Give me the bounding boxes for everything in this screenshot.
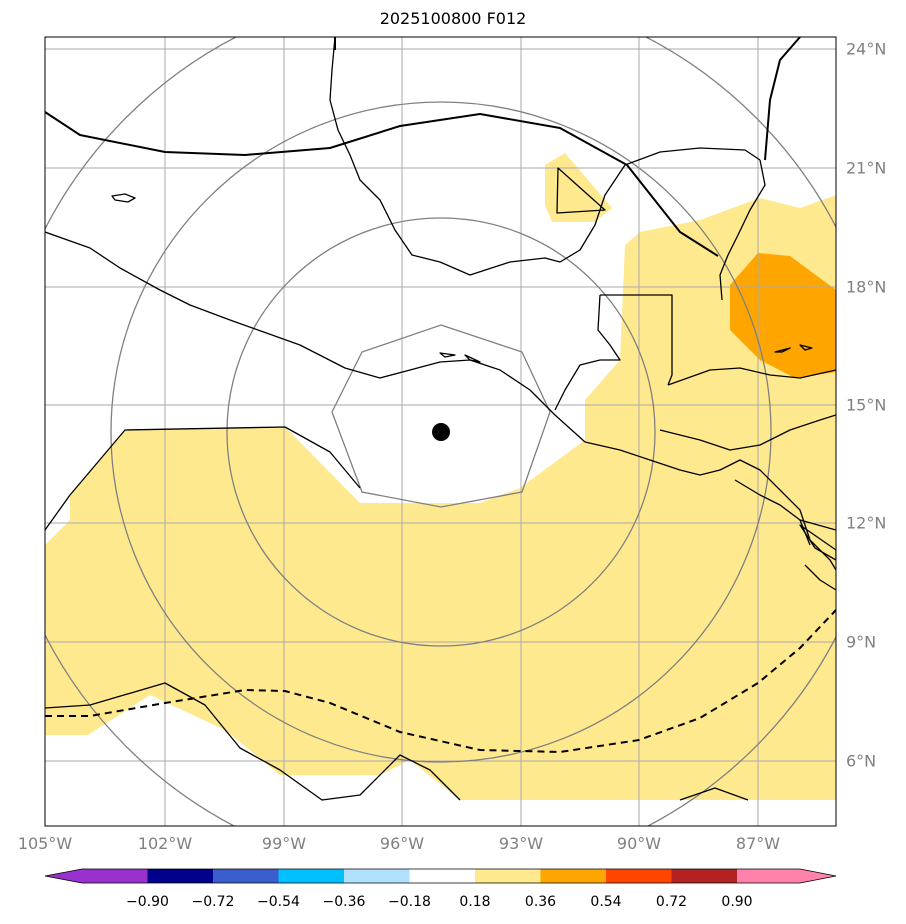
lon-label: 102°W bbox=[137, 834, 193, 853]
colorbar-tick-label: −0.90 bbox=[126, 894, 169, 910]
coastlines bbox=[45, 37, 836, 801]
colorbar-seg-1 bbox=[82, 869, 148, 883]
colorbar-seg-6 bbox=[409, 869, 475, 883]
colorbar-tick-label: 0.90 bbox=[721, 894, 753, 910]
lat-label: 6°N bbox=[846, 751, 877, 771]
dashed-contour bbox=[45, 609, 836, 754]
colorbar-seg-3 bbox=[213, 869, 279, 883]
colorbar-over-arrow bbox=[737, 869, 836, 883]
colorbar-seg-8 bbox=[540, 869, 606, 883]
country-border bbox=[45, 37, 801, 257]
colorbar-seg-4 bbox=[278, 869, 344, 883]
map-frame bbox=[44, 36, 837, 827]
colorbar-seg-9 bbox=[606, 869, 672, 883]
colorbar-tick-label: 0.36 bbox=[524, 894, 557, 910]
shaded-region-island bbox=[545, 153, 612, 222]
colorbar-tick-label: 0.72 bbox=[655, 894, 688, 910]
storm-center-dot bbox=[432, 423, 450, 441]
lat-label: 9°N bbox=[846, 632, 877, 652]
colorbar-tick-label: −0.72 bbox=[191, 894, 235, 910]
colorbar-tick-label: −0.36 bbox=[322, 894, 366, 910]
colorbar-seg-7 bbox=[475, 869, 541, 883]
gridlines bbox=[45, 37, 836, 826]
lon-label: 99°W bbox=[261, 834, 307, 853]
colorbar-under-arrow bbox=[45, 869, 82, 883]
colorbar-tick-label: 0.18 bbox=[459, 894, 491, 910]
colorbar-tick-label: −0.18 bbox=[388, 894, 431, 910]
lat-label: 18°N bbox=[846, 277, 887, 297]
lat-label: 24°N bbox=[846, 39, 887, 59]
colorbar bbox=[44, 868, 837, 884]
colorbar-seg-2 bbox=[147, 869, 213, 883]
lat-label: 15°N bbox=[846, 395, 887, 415]
shaded-region-low bbox=[45, 195, 836, 800]
lon-label: 87°W bbox=[735, 834, 781, 853]
lat-label: 21°N bbox=[846, 158, 887, 178]
colorbar-tick-label: −0.54 bbox=[257, 894, 300, 910]
lon-label: 93°W bbox=[498, 834, 544, 853]
lon-label: 90°W bbox=[616, 834, 662, 853]
range-rings bbox=[45, 37, 836, 826]
map-title: 2025100800 F012 bbox=[379, 9, 527, 28]
colorbar-seg-5 bbox=[344, 869, 410, 883]
lat-label: 12°N bbox=[846, 513, 887, 533]
colorbar-outline bbox=[44, 868, 837, 884]
colorbar-tick-label: 0.54 bbox=[590, 894, 622, 910]
lon-label: 105°W bbox=[17, 834, 73, 853]
colorbar-seg-10 bbox=[671, 869, 737, 883]
lon-label: 96°W bbox=[379, 834, 425, 853]
